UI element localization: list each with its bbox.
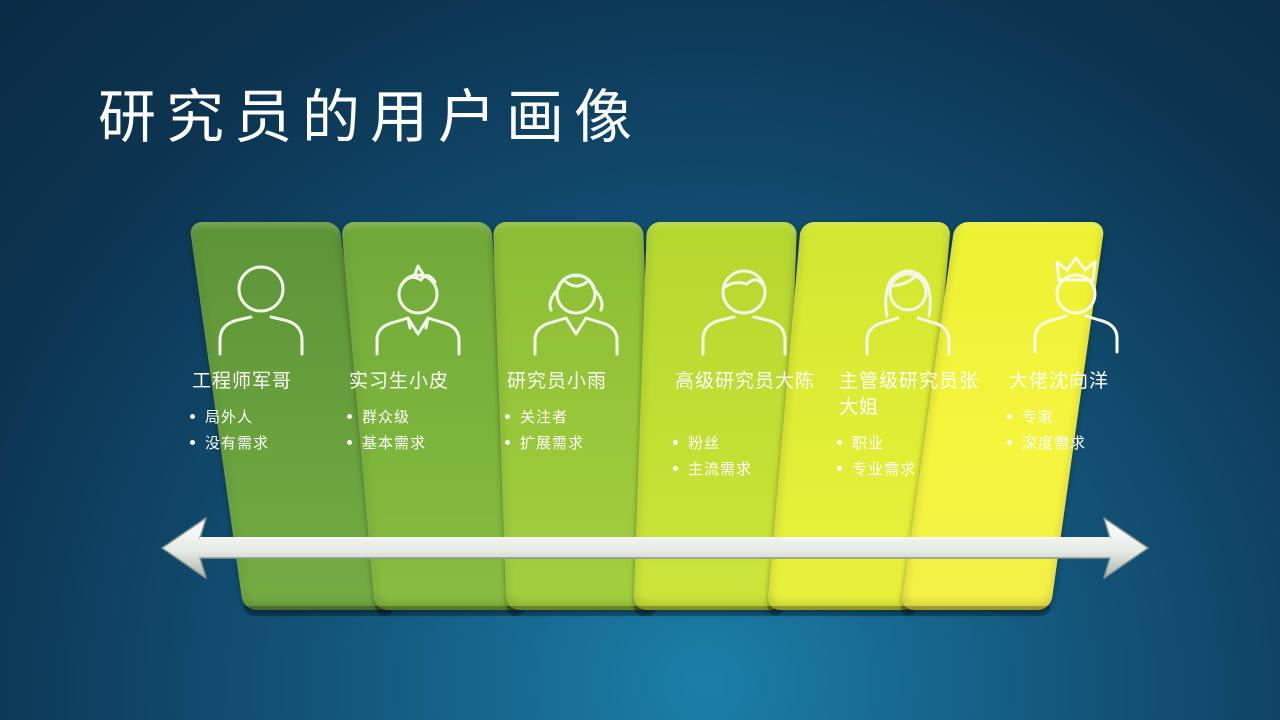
persona-traits: 关注者 扩展需求 xyxy=(505,404,655,456)
persona-traits: 群众级 基本需求 xyxy=(347,404,497,456)
trait-item: 关注者 xyxy=(505,404,655,430)
trait-item: 主流需求 xyxy=(673,456,823,482)
persona-name: 高级研究员大陈 xyxy=(675,370,816,392)
page-title: 研究员的用户画像 xyxy=(98,83,643,151)
persona-traits: 职业 专业需求 xyxy=(837,430,987,482)
persona-name: 主管级研究员张大姐 xyxy=(839,370,980,418)
persona-traits: 专家 深度需求 xyxy=(1007,404,1157,456)
persona-traits: 局外人 没有需求 xyxy=(190,404,340,456)
woman-long-hair-icon xyxy=(853,244,963,362)
persona-card-1: 工程师军哥 局外人 没有需求 xyxy=(178,222,338,522)
persona-card-6: 大佬沈向洋 专家 深度需求 xyxy=(995,222,1155,522)
persona-card-3: 研究员小雨 关注者 扩展需求 xyxy=(493,222,653,522)
persona-name: 大佬沈向洋 xyxy=(1009,370,1110,392)
person-plain-icon xyxy=(206,244,316,362)
persona-name: 工程师军哥 xyxy=(192,370,293,392)
double-arrow-icon xyxy=(161,517,1149,579)
persona-card-4: 高级研究员大陈 粉丝 主流需求 xyxy=(661,222,821,522)
trait-item: 专家 xyxy=(1007,404,1157,430)
trait-item: 群众级 xyxy=(347,404,497,430)
man-short-hair-icon xyxy=(689,244,799,362)
boy-spiky-hair-icon xyxy=(363,244,473,362)
trait-item: 职业 xyxy=(837,430,987,456)
trait-item: 基本需求 xyxy=(347,430,497,456)
persona-name: 研究员小雨 xyxy=(507,370,608,392)
trait-item: 局外人 xyxy=(190,404,340,430)
trait-item: 粉丝 xyxy=(673,430,823,456)
trait-item: 深度需求 xyxy=(1007,430,1157,456)
persona-card-2: 实习生小皮 群众级 基本需求 xyxy=(335,222,495,522)
person-crown-icon xyxy=(1023,244,1133,362)
persona-name: 实习生小皮 xyxy=(349,370,450,392)
trait-item: 专业需求 xyxy=(837,456,987,482)
persona-traits: 粉丝 主流需求 xyxy=(673,430,823,482)
trait-item: 扩展需求 xyxy=(505,430,655,456)
girl-pigtails-icon xyxy=(521,244,631,362)
persona-card-5: 主管级研究员张大姐 职业 专业需求 xyxy=(825,222,985,522)
trait-item: 没有需求 xyxy=(190,430,340,456)
